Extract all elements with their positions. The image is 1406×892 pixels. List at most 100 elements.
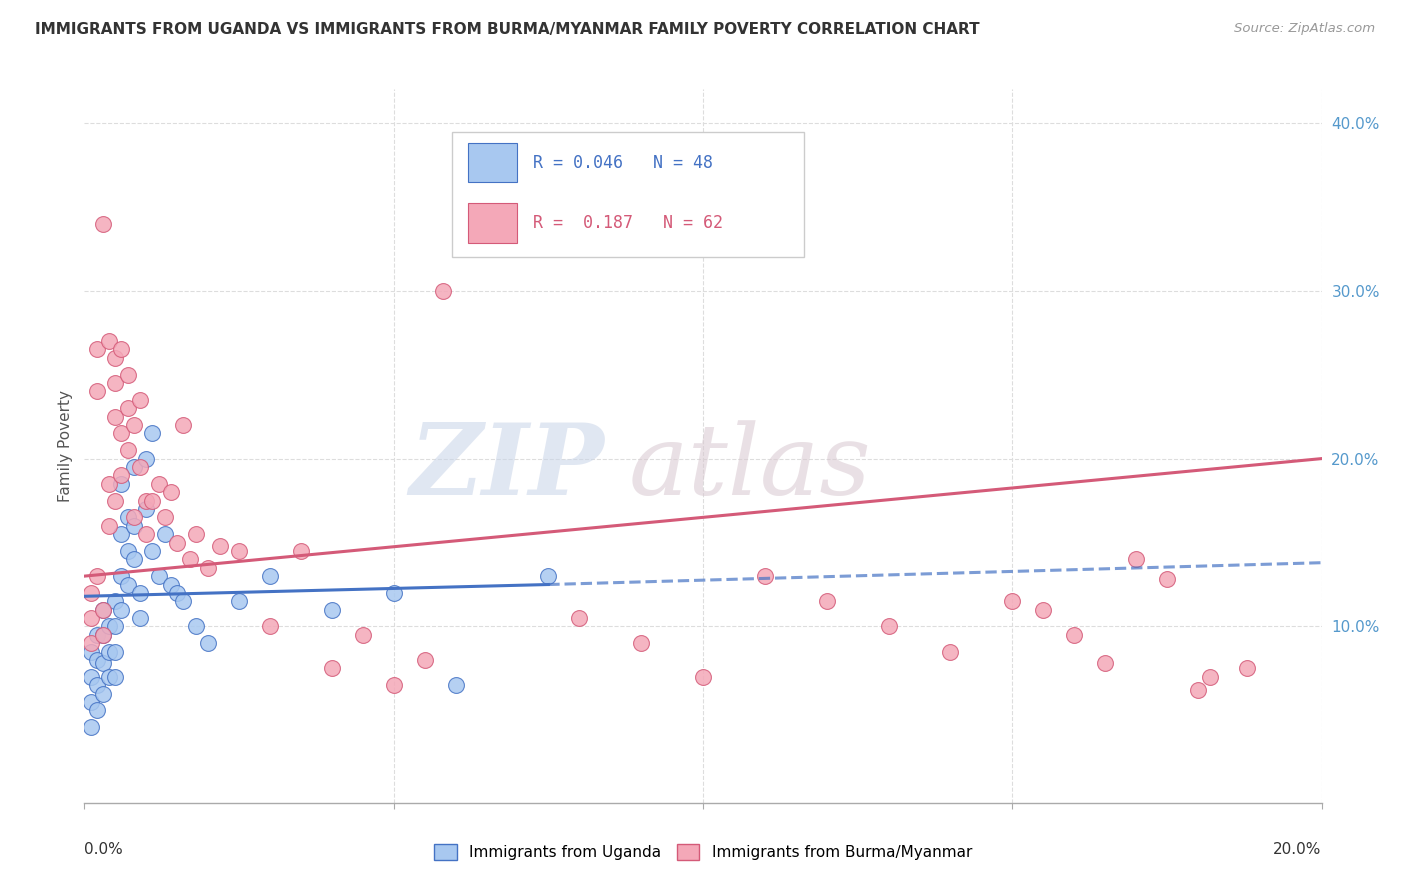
Point xyxy=(110,476,132,491)
Point xyxy=(110,343,132,357)
Point xyxy=(1063,628,1085,642)
Text: 0.0%: 0.0% xyxy=(84,842,124,857)
Point xyxy=(1094,657,1116,671)
Point xyxy=(141,493,163,508)
Point xyxy=(630,636,652,650)
Point xyxy=(86,343,108,357)
Point xyxy=(110,603,132,617)
Text: Source: ZipAtlas.com: Source: ZipAtlas.com xyxy=(1234,22,1375,36)
Point xyxy=(129,586,152,600)
Point xyxy=(754,569,776,583)
Point xyxy=(352,628,374,642)
Point xyxy=(153,510,176,524)
Point xyxy=(153,527,176,541)
Point xyxy=(98,334,121,348)
Point xyxy=(537,569,560,583)
Point xyxy=(259,569,281,583)
Point xyxy=(179,552,201,566)
Point xyxy=(98,518,121,533)
Point xyxy=(104,670,127,684)
Point xyxy=(98,476,121,491)
Point xyxy=(79,586,101,600)
Legend: Immigrants from Uganda, Immigrants from Burma/Myanmar: Immigrants from Uganda, Immigrants from … xyxy=(427,838,979,866)
Point xyxy=(141,426,163,441)
Text: 20.0%: 20.0% xyxy=(1274,842,1322,857)
Point xyxy=(86,569,108,583)
Point xyxy=(104,594,127,608)
Point xyxy=(135,527,157,541)
Point xyxy=(91,217,114,231)
Point xyxy=(228,544,250,558)
Point xyxy=(122,460,145,475)
Point xyxy=(117,544,139,558)
Point xyxy=(91,628,114,642)
Point xyxy=(122,518,145,533)
Point xyxy=(110,569,132,583)
Point xyxy=(228,594,250,608)
Point xyxy=(98,645,121,659)
Point xyxy=(79,611,101,625)
Point xyxy=(172,594,194,608)
Point xyxy=(197,560,219,574)
Point xyxy=(91,603,114,617)
Point xyxy=(122,552,145,566)
Point xyxy=(1125,552,1147,566)
Point xyxy=(135,502,157,516)
Point xyxy=(166,535,188,549)
Point xyxy=(135,493,157,508)
Point xyxy=(79,720,101,734)
Point xyxy=(1236,661,1258,675)
Point xyxy=(1001,594,1024,608)
Point xyxy=(91,603,114,617)
Point xyxy=(104,351,127,365)
Point xyxy=(91,687,114,701)
Point xyxy=(104,409,127,424)
Text: IMMIGRANTS FROM UGANDA VS IMMIGRANTS FROM BURMA/MYANMAR FAMILY POVERTY CORRELATI: IMMIGRANTS FROM UGANDA VS IMMIGRANTS FRO… xyxy=(35,22,980,37)
Point xyxy=(104,619,127,633)
Point xyxy=(1032,603,1054,617)
Point xyxy=(135,451,157,466)
Point xyxy=(104,376,127,390)
Point xyxy=(117,401,139,416)
Point xyxy=(321,661,343,675)
Point xyxy=(166,586,188,600)
Text: R = 0.046   N = 48: R = 0.046 N = 48 xyxy=(533,153,713,171)
Point xyxy=(321,603,343,617)
Point xyxy=(122,417,145,432)
Point xyxy=(91,628,114,642)
Point xyxy=(382,586,405,600)
Text: ZIP: ZIP xyxy=(409,419,605,516)
Point xyxy=(141,544,163,558)
Bar xyxy=(468,203,517,243)
Point xyxy=(197,636,219,650)
Point xyxy=(98,619,121,633)
Point xyxy=(1156,573,1178,587)
Point xyxy=(815,594,838,608)
Point xyxy=(692,670,714,684)
Point xyxy=(86,703,108,717)
Point xyxy=(290,544,312,558)
Point xyxy=(148,569,170,583)
Point xyxy=(129,460,152,475)
FancyBboxPatch shape xyxy=(451,132,804,257)
Text: R =  0.187   N = 62: R = 0.187 N = 62 xyxy=(533,214,724,232)
Point xyxy=(129,392,152,407)
Point xyxy=(117,368,139,382)
Y-axis label: Family Poverty: Family Poverty xyxy=(58,390,73,502)
Point xyxy=(79,645,101,659)
Point xyxy=(79,670,101,684)
Point xyxy=(1187,683,1209,698)
Point xyxy=(184,527,207,541)
Point xyxy=(110,527,132,541)
Point xyxy=(444,678,467,692)
Bar xyxy=(468,143,517,182)
Point xyxy=(160,577,183,591)
Point xyxy=(86,628,108,642)
Point xyxy=(413,653,436,667)
Point xyxy=(110,468,132,483)
Point xyxy=(122,510,145,524)
Point xyxy=(117,443,139,458)
Point xyxy=(79,636,101,650)
Point xyxy=(209,539,232,553)
Point xyxy=(98,670,121,684)
